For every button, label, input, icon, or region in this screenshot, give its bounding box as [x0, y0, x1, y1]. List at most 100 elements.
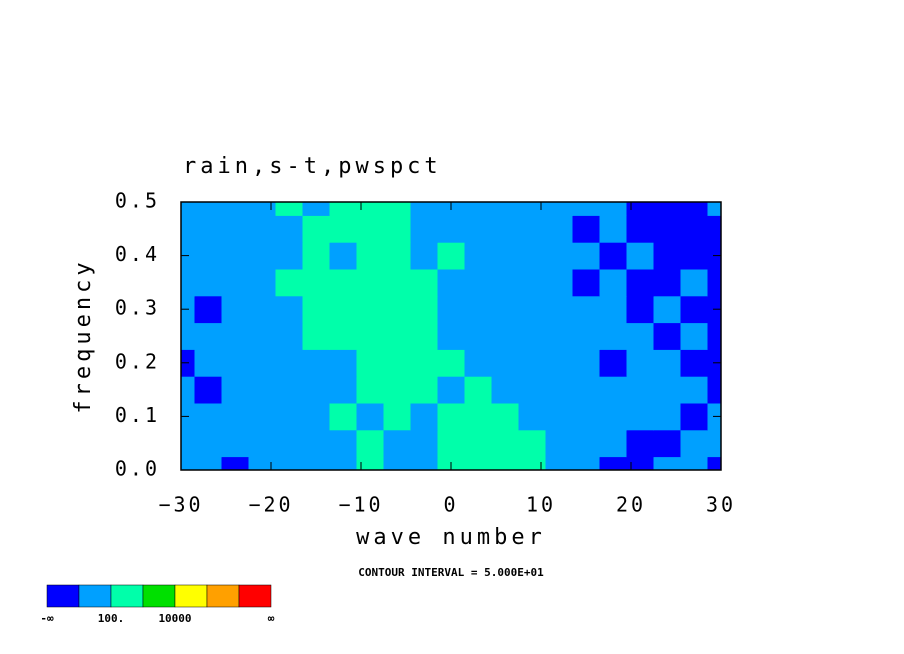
- contour-cell: [680, 202, 708, 216]
- contour-cell: [491, 456, 519, 470]
- contour-cell: [221, 215, 249, 243]
- y-tick-label: 0.5: [115, 189, 160, 213]
- contour-cell: [464, 242, 492, 270]
- contour-cell: [302, 349, 330, 377]
- contour-cell: [181, 202, 195, 216]
- contour-cell: [275, 242, 303, 270]
- colorbar-label: 10000: [158, 612, 191, 625]
- contour-cell: [248, 322, 276, 350]
- contour-cell: [194, 295, 222, 324]
- contour-field: [181, 202, 721, 470]
- contour-cell: [410, 456, 438, 470]
- contour-cell: [545, 429, 573, 458]
- y-tick-label: 0.0: [115, 457, 160, 481]
- contour-cell: [329, 429, 357, 458]
- contour-cell: [383, 403, 411, 431]
- contour-cell: [545, 456, 573, 470]
- contour-cell: [275, 295, 303, 324]
- contour-cell: [464, 456, 492, 470]
- contour-cell: [194, 322, 222, 350]
- contour-cell: [356, 295, 384, 324]
- contour-cell: [707, 429, 721, 458]
- contour-cell: [181, 322, 195, 350]
- contour-cell: [518, 403, 546, 431]
- y-axis-label: frequency: [71, 258, 96, 413]
- contour-cell: [626, 215, 654, 243]
- contour-cell: [356, 269, 384, 297]
- contour-cell: [329, 456, 357, 470]
- contour-cell: [302, 376, 330, 404]
- contour-cell: [302, 202, 330, 216]
- contour-cell: [248, 269, 276, 297]
- contour-cell: [491, 349, 519, 377]
- contour-cell: [545, 376, 573, 404]
- contour-cell: [491, 403, 519, 431]
- contour-cell: [437, 429, 465, 458]
- contour-cell: [491, 269, 519, 297]
- contour-cell: [410, 202, 438, 216]
- contour-cell: [356, 403, 384, 431]
- contour-cell: [302, 295, 330, 324]
- contour-cell: [181, 429, 195, 458]
- contour-cell: [653, 429, 681, 458]
- contour-cell: [410, 269, 438, 297]
- contour-cell: [464, 403, 492, 431]
- contour-cell: [275, 269, 303, 297]
- colorbar-label: 100.: [98, 612, 125, 625]
- contour-cell: [518, 376, 546, 404]
- contour-cell: [437, 349, 465, 377]
- contour-cell: [356, 322, 384, 350]
- contour-cell: [599, 215, 627, 243]
- contour-cell: [491, 242, 519, 270]
- contour-cell: [437, 269, 465, 297]
- contour-cell: [599, 295, 627, 324]
- contour-cell: [626, 322, 654, 350]
- contour-cell: [437, 322, 465, 350]
- x-tick-label: 20: [616, 493, 646, 517]
- contour-cell: [491, 322, 519, 350]
- contour-cell: [329, 242, 357, 270]
- contour-cell: [329, 403, 357, 431]
- contour-cell: [410, 376, 438, 404]
- contour-cell: [383, 456, 411, 470]
- contour-cell: [626, 403, 654, 431]
- contour-cell: [248, 202, 276, 216]
- contour-cell: [518, 456, 546, 470]
- contour-cell: [329, 376, 357, 404]
- contour-cell: [653, 202, 681, 216]
- contour-cell: [248, 429, 276, 458]
- contour-cell: [680, 429, 708, 458]
- contour-cell: [437, 403, 465, 431]
- contour-cell: [410, 215, 438, 243]
- contour-cell: [626, 295, 654, 324]
- contour-cell: [275, 349, 303, 377]
- contour-cell: [221, 429, 249, 458]
- contour-cell: [437, 376, 465, 404]
- contour-cell: [518, 215, 546, 243]
- contour-cell: [248, 403, 276, 431]
- contour-cell: [383, 215, 411, 243]
- contour-cell: [275, 429, 303, 458]
- contour-cell: [410, 403, 438, 431]
- contour-cell: [194, 215, 222, 243]
- contour-cell: [248, 242, 276, 270]
- contour-cell: [302, 403, 330, 431]
- contour-cell: [518, 242, 546, 270]
- contour-cell: [356, 376, 384, 404]
- contour-cell: [329, 349, 357, 377]
- contour-cell: [518, 429, 546, 458]
- colorbar-box: [206, 584, 240, 608]
- contour-cell: [707, 215, 721, 243]
- contour-cell: [626, 456, 654, 470]
- contour-cell: [545, 269, 573, 297]
- contour-cell: [572, 215, 600, 243]
- contour-cell: [329, 269, 357, 297]
- contour-cell: [383, 376, 411, 404]
- contour-cell: [302, 429, 330, 458]
- contour-cell: [221, 295, 249, 324]
- contour-cell: [599, 322, 627, 350]
- contour-cell: [194, 349, 222, 377]
- contour-cell: [302, 242, 330, 270]
- contour-cell: [410, 429, 438, 458]
- contour-cell: [383, 295, 411, 324]
